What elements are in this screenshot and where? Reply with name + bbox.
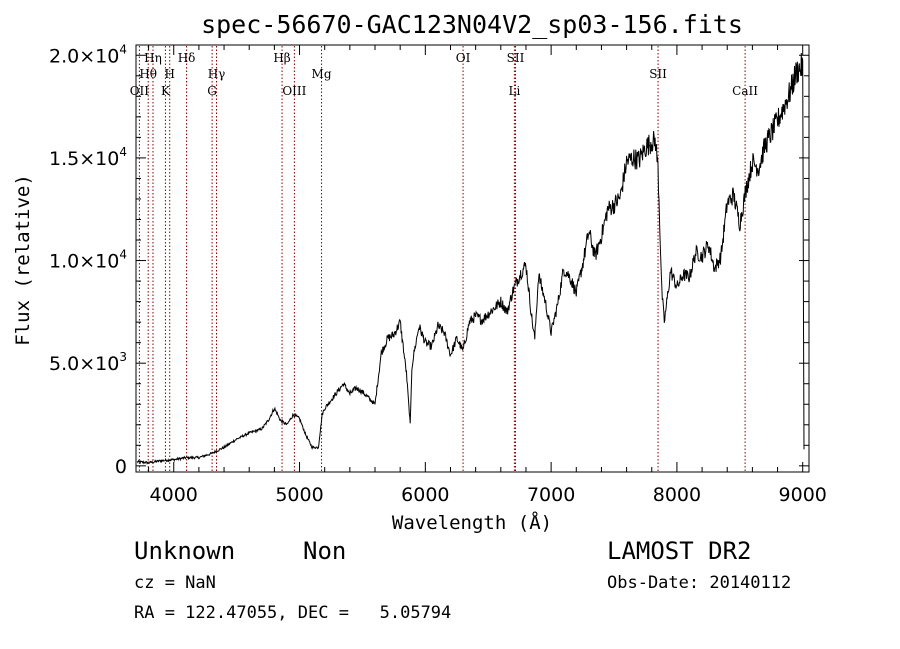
y-tick-label: 2.0×104 — [49, 42, 127, 67]
emission-line-markers: Hη Hθ OII HK Hδ Hγ G Hβ OIII Mg OI SII Li SII CaII — [130, 46, 758, 471]
line-marker-label: Hδ — [178, 51, 196, 65]
y-tick-label: 0 — [115, 456, 127, 478]
x-tick-label: 9000 — [779, 484, 827, 506]
y-tick-label: 5.0×103 — [49, 350, 127, 375]
y-axis-label: Flux (relative) — [12, 174, 34, 346]
line-marker-label: OIII — [282, 84, 306, 98]
observation-date: Obs-Date: 20140112 — [607, 573, 792, 593]
line-marker-label: SII — [507, 51, 525, 65]
line-marker-label: SII — [649, 67, 667, 81]
line-marker-label: Hη — [144, 51, 162, 65]
x-tick-label: 4000 — [150, 484, 198, 506]
line-marker-label: Hγ — [208, 67, 226, 81]
plot-frame — [135, 44, 810, 473]
y-tick-label: 1.5×104 — [49, 145, 127, 170]
x-tick-label: 7000 — [527, 484, 575, 506]
y-tick-label: 1.0×104 — [49, 248, 127, 273]
line-marker-label: CaII — [732, 84, 758, 98]
line-marker-label: Li — [508, 84, 520, 98]
line-marker-label: K — [161, 84, 171, 98]
line-marker-label: Hθ — [139, 67, 157, 81]
x-tick-label: 6000 — [401, 484, 449, 506]
line-marker-label: Mg — [312, 67, 332, 81]
line-marker-label: G — [207, 84, 217, 98]
chart-title: spec-56670-GAC123N04V2_sp03-156.fits — [201, 10, 743, 39]
line-marker-label: OII — [130, 84, 150, 98]
redshift-cz: cz = NaN — [134, 573, 216, 593]
axis-ticks: 4000 5000 6000 7000 8000 9000 0 5.0×103 1.0×104 1… — [49, 42, 827, 506]
x-axis-label: Wavelength (Å) — [392, 511, 552, 534]
x-tick-label: 8000 — [653, 484, 701, 506]
x-tick-label: 5000 — [275, 484, 323, 506]
object-class: Unknown — [134, 537, 236, 565]
coordinates: RA = 122.47055, DEC = 5.05794 — [134, 603, 452, 623]
spectrum-line — [136, 52, 805, 465]
survey-name: LAMOST DR2 — [607, 537, 752, 565]
line-marker-label: OI — [456, 51, 471, 65]
line-marker-label: Hβ — [273, 51, 290, 65]
line-marker-label: H — [164, 67, 174, 81]
object-subclass: Non — [303, 537, 347, 565]
